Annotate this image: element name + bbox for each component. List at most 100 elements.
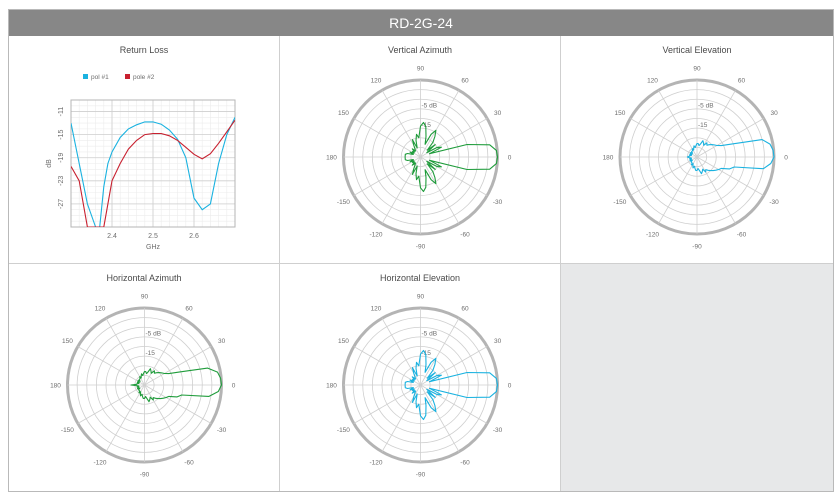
- angle-label: -150: [61, 427, 74, 434]
- grid-spoke: [144, 346, 212, 386]
- radial-label: -15: [146, 350, 156, 357]
- legend-label-2: pole #2: [133, 74, 155, 81]
- page-title: RD-2G-24: [9, 10, 833, 36]
- grid-spoke: [630, 118, 698, 158]
- angle-label: -150: [613, 199, 626, 206]
- angle-label: -90: [416, 472, 426, 479]
- vertical-azimuth-chart: 90 60 30 0 -30 -60 -90 -120 -150 180 150 120 -5 dB -1…: [326, 66, 512, 251]
- radial-label: -5 dB: [422, 103, 438, 110]
- angle-label: 60: [461, 77, 469, 84]
- grid-spoke: [353, 156, 421, 196]
- angle-label: 180: [326, 383, 337, 390]
- angle-label: 120: [647, 77, 658, 84]
- angle-label: -60: [460, 232, 470, 239]
- x-axis-label: GHz: [146, 244, 161, 251]
- horizontal-elevation-chart: 90 60 30 0 -30 -60 -90 -120 -150 180 150 120 -5 dB -1…: [326, 294, 512, 479]
- radial-label: -15: [698, 122, 708, 129]
- x-tick-label: 2.6: [189, 233, 199, 240]
- angle-label: 120: [95, 305, 106, 312]
- angle-label: 90: [693, 66, 701, 73]
- return-loss-panel: Return Loss 2.4 2.5 2.6 -11 -15 -19 -23 -27 GHz d…: [9, 36, 280, 264]
- angle-label: 180: [50, 383, 61, 390]
- angle-label: -30: [769, 199, 779, 206]
- grid-spoke: [353, 384, 421, 424]
- radiation-pattern: [404, 121, 499, 193]
- angle-label: 0: [508, 155, 512, 162]
- horizontal-azimuth-title: Horizontal Azimuth: [106, 273, 182, 283]
- angle-label: 0: [232, 383, 236, 390]
- radial-label: -5 dB: [698, 103, 714, 110]
- radial-label: -5 dB: [422, 331, 438, 338]
- grid-spoke: [630, 156, 698, 196]
- legend-swatch-1: [83, 74, 88, 79]
- grid-spoke: [144, 384, 212, 424]
- angle-label: -120: [93, 460, 106, 467]
- legend-swatch-2: [125, 74, 130, 79]
- angle-label: -150: [337, 427, 350, 434]
- grid-spoke: [420, 384, 460, 452]
- angle-label: 0: [784, 155, 788, 162]
- grid-spoke: [353, 346, 421, 386]
- angle-label: 30: [770, 110, 778, 117]
- angle-label: -30: [493, 199, 503, 206]
- vertical-elevation-panel: Vertical Elevation 90 60 30 0 -30 -60 -90 -120 -…: [561, 36, 833, 264]
- angle-label: -90: [140, 472, 150, 479]
- angle-label: 30: [218, 338, 226, 345]
- x-tick-label: 2.5: [148, 233, 158, 240]
- angle-label: 90: [417, 294, 425, 301]
- grid-spoke: [105, 384, 145, 452]
- horizontal-elevation-panel: Horizontal Elevation 90 60 30 0 -30 -60 -90 -12…: [280, 264, 561, 491]
- angle-label: 60: [185, 305, 193, 312]
- radiation-pattern: [404, 349, 499, 421]
- angle-label: 150: [338, 110, 349, 117]
- horizontal-azimuth-chart: 90 60 30 0 -30 -60 -90 -120 -150 180 150 120 -5 dB -1…: [50, 294, 236, 479]
- angle-label: 120: [371, 77, 382, 84]
- vertical-elevation-title: Vertical Elevation: [662, 45, 732, 55]
- radial-label: -5 dB: [146, 331, 162, 338]
- angle-label: 180: [326, 155, 337, 162]
- angle-label: 120: [371, 305, 382, 312]
- vertical-elevation-chart: 90 60 30 0 -30 -60 -90 -120 -150 180 150 120 -5 dB -1…: [603, 66, 789, 251]
- angle-label: 150: [338, 338, 349, 345]
- radiation-pattern: [130, 367, 223, 403]
- grid-spoke: [144, 318, 184, 386]
- grid-spoke: [77, 384, 145, 424]
- grid-spoke: [658, 90, 698, 158]
- chart-grid-frame: RD-2G-24 Return Loss 2.4 2.5 2.6 -11 -15 -19 -…: [8, 9, 834, 492]
- angle-label: -120: [646, 232, 659, 239]
- grid-spoke: [420, 90, 460, 158]
- angle-label: 30: [494, 338, 502, 345]
- grid-spoke: [696, 156, 736, 224]
- angle-label: -30: [217, 427, 227, 434]
- angle-label: -120: [369, 232, 382, 239]
- empty-panel: [561, 264, 833, 491]
- angle-label: -90: [692, 244, 702, 251]
- horizontal-elevation-title: Horizontal Elevation: [379, 273, 461, 283]
- grid-spoke: [420, 318, 460, 386]
- angle-label: -30: [493, 427, 503, 434]
- grid-spoke: [696, 90, 736, 158]
- angle-label: -90: [416, 244, 426, 251]
- y-tick-label: -15: [58, 129, 65, 139]
- vertical-azimuth-panel: Vertical Azimuth 90 60 30 0 -30 -60 -90 -120 -15…: [280, 36, 561, 264]
- angle-label: -150: [337, 199, 350, 206]
- plot-border: [70, 99, 236, 228]
- radiation-pattern: [686, 139, 775, 175]
- y-tick-label: -11: [58, 107, 65, 117]
- series-line-2: [71, 119, 235, 227]
- return-loss-chart: 2.4 2.5 2.6 -11 -15 -19 -23 -27 GHz dB pol #1 pole …: [46, 74, 236, 251]
- y-tick-label: -27: [58, 199, 65, 209]
- y-tick-label: -19: [58, 153, 65, 163]
- angle-label: 30: [494, 110, 502, 117]
- grid-spoke: [77, 346, 145, 386]
- angle-label: -120: [369, 460, 382, 467]
- x-tick-label: 2.4: [107, 233, 117, 240]
- angle-label: 60: [738, 77, 746, 84]
- grid-spoke: [105, 318, 145, 386]
- angle-label: 150: [614, 110, 625, 117]
- angle-label: -60: [460, 460, 470, 467]
- grid-spoke: [696, 156, 764, 196]
- angle-label: 60: [461, 305, 469, 312]
- grid-spoke: [353, 118, 421, 158]
- angle-label: 90: [141, 294, 149, 301]
